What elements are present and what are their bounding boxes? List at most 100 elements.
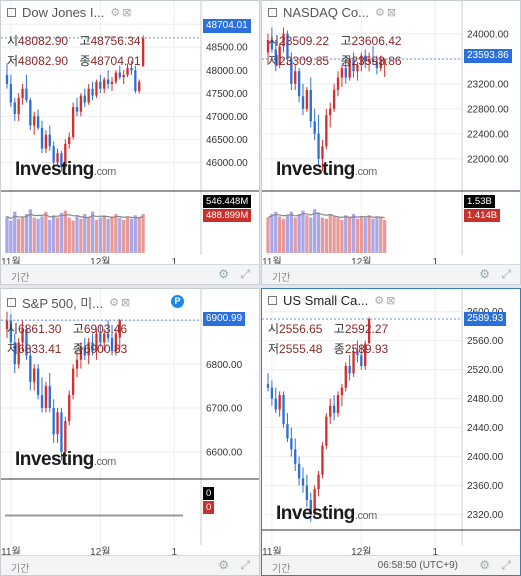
volume-bar bbox=[359, 216, 363, 253]
high-value: 2592.27 bbox=[344, 322, 389, 336]
gear-icon[interactable]: ⚙ bbox=[479, 267, 490, 281]
volume-bar bbox=[122, 219, 126, 253]
candle-body bbox=[64, 421, 67, 452]
period-button[interactable]: 기간 bbox=[11, 564, 30, 575]
volume-ma-line bbox=[267, 212, 385, 219]
instrument-title[interactable]: Dow Jones I... bbox=[22, 5, 105, 20]
candle-body bbox=[340, 68, 344, 78]
y-tick-label: 2400.00 bbox=[467, 452, 504, 463]
y-tick-label: 2360.00 bbox=[467, 481, 504, 492]
pre-market-badge[interactable]: P bbox=[171, 295, 184, 308]
chart-panel-us-small-cap[interactable]: US Small Ca... ⚙⊠ 시2556.65 고2592.27 저255… bbox=[261, 288, 521, 576]
close-value: 48704.01 bbox=[90, 54, 141, 68]
period-button[interactable]: 기간 bbox=[272, 273, 291, 284]
candle-body bbox=[87, 342, 90, 356]
candle-body bbox=[364, 343, 367, 367]
candle-body bbox=[40, 127, 44, 149]
ohlc-row-2: 저2555.48 종2589.93 bbox=[268, 342, 389, 356]
candle-body bbox=[103, 333, 106, 343]
volume-bar bbox=[363, 217, 367, 253]
volume-bar bbox=[114, 214, 118, 253]
expand-icon[interactable]: ⤢ bbox=[240, 267, 250, 281]
candle-body bbox=[5, 74, 9, 85]
candle-body bbox=[75, 359, 79, 369]
y-tick-label: 46000.00 bbox=[206, 158, 248, 169]
chart-panel-dow-jones[interactable]: Dow Jones I... ⚙⊠ 시48082.90 고48756.34 저4… bbox=[0, 0, 260, 285]
high-value: 48756.34 bbox=[90, 34, 141, 48]
chart-type-icon[interactable] bbox=[7, 8, 16, 17]
expand-icon[interactable]: ⤢ bbox=[501, 558, 511, 572]
candle-body bbox=[99, 81, 102, 89]
candle-body bbox=[309, 500, 312, 515]
volume-bar bbox=[301, 210, 305, 253]
chart-type-icon[interactable] bbox=[7, 298, 16, 307]
instrument-title[interactable]: NASDAQ Co... bbox=[283, 5, 369, 20]
chart-panel-sp500[interactable]: S&P 500, 미... ⚙⊠ P 시6861.30 고6903.46 저68… bbox=[0, 288, 260, 576]
gear-icon[interactable]: ⚙ bbox=[218, 267, 229, 281]
gear-icon[interactable]: ⚙ bbox=[479, 558, 490, 572]
investing-logo: Investing.com bbox=[276, 503, 377, 524]
chart-type-icon[interactable] bbox=[268, 296, 277, 305]
x-tick-label: 12월 bbox=[90, 256, 110, 267]
volume-bar bbox=[106, 218, 110, 253]
volume-bar bbox=[293, 217, 297, 253]
expand-icon[interactable]: ⤢ bbox=[501, 267, 511, 281]
price-chart[interactable]: 24000.0023600.0023200.0022800.0022400.00… bbox=[262, 1, 520, 267]
candle-body bbox=[60, 412, 63, 452]
candle-body bbox=[99, 333, 102, 343]
settings-icon[interactable]: ⚙⊠ bbox=[374, 7, 399, 19]
y-tick-label: 22400.00 bbox=[467, 129, 509, 140]
chart-footer: 기간 ⚙ ⤢ bbox=[1, 555, 259, 575]
candle-body bbox=[325, 416, 328, 446]
volume-bar bbox=[340, 219, 344, 253]
volume-tag-top: 1.53B bbox=[464, 195, 495, 208]
chart-footer: 기간 ⚙ ⤢ bbox=[262, 264, 520, 284]
close-value: 23593.86 bbox=[351, 54, 402, 68]
volume-tag-bottom: 0 bbox=[203, 501, 215, 514]
instrument-title[interactable]: S&P 500, 미... bbox=[22, 296, 104, 311]
candle-body bbox=[270, 387, 274, 399]
candle-body bbox=[356, 65, 359, 72]
candle-body bbox=[33, 368, 36, 382]
candle-body bbox=[352, 351, 355, 374]
candle-body bbox=[130, 67, 133, 71]
candle-body bbox=[317, 133, 320, 159]
period-button[interactable]: 기간 bbox=[272, 564, 291, 575]
volume-bar bbox=[379, 217, 383, 253]
period-button[interactable]: 기간 bbox=[11, 273, 30, 284]
instrument-title[interactable]: US Small Ca... bbox=[283, 293, 369, 308]
volume-bar bbox=[36, 218, 40, 253]
volume-bar bbox=[133, 215, 137, 253]
settings-icon[interactable]: ⚙⊠ bbox=[374, 295, 398, 307]
price-chart[interactable]: 2600.002560.002520.002480.002440.002400.… bbox=[262, 289, 520, 557]
candle-body bbox=[91, 88, 94, 96]
settings-icon[interactable]: ⚙⊠ bbox=[109, 297, 133, 309]
high-value: 23606.42 bbox=[351, 34, 402, 48]
open-value: 48082.90 bbox=[18, 34, 69, 48]
volume-bar bbox=[24, 214, 29, 253]
ohlc-row-1: 시23509.22 고23606.42 bbox=[268, 34, 402, 48]
x-tick-label: 12월 bbox=[351, 256, 371, 267]
gear-icon[interactable]: ⚙ bbox=[218, 558, 229, 572]
y-tick-label: 46500.00 bbox=[206, 135, 248, 146]
chart-type-icon[interactable] bbox=[268, 8, 277, 17]
candle-body bbox=[305, 485, 309, 501]
volume-bar bbox=[32, 217, 36, 253]
candle-body bbox=[278, 394, 281, 410]
volume-bar bbox=[20, 217, 25, 253]
candle-body bbox=[294, 449, 297, 464]
last-price-tag: 23593.86 bbox=[464, 49, 512, 63]
x-tick-label: 12월 bbox=[90, 546, 110, 557]
candle-body bbox=[68, 394, 71, 422]
candle-body bbox=[13, 342, 16, 365]
volume-bar bbox=[351, 214, 356, 253]
candle-body bbox=[33, 116, 36, 126]
candle-body bbox=[114, 333, 118, 352]
expand-icon[interactable]: ⤢ bbox=[240, 558, 250, 572]
settings-icon[interactable]: ⚙⊠ bbox=[110, 7, 134, 19]
ohlc-row-1: 시48082.90 고48756.34 bbox=[7, 34, 141, 48]
x-tick-label: 1 bbox=[432, 547, 438, 557]
candle-body bbox=[13, 102, 16, 115]
chart-panel-nasdaq[interactable]: NASDAQ Co... ⚙⊠ 시23509.22 고23606.42 저233… bbox=[261, 0, 521, 285]
